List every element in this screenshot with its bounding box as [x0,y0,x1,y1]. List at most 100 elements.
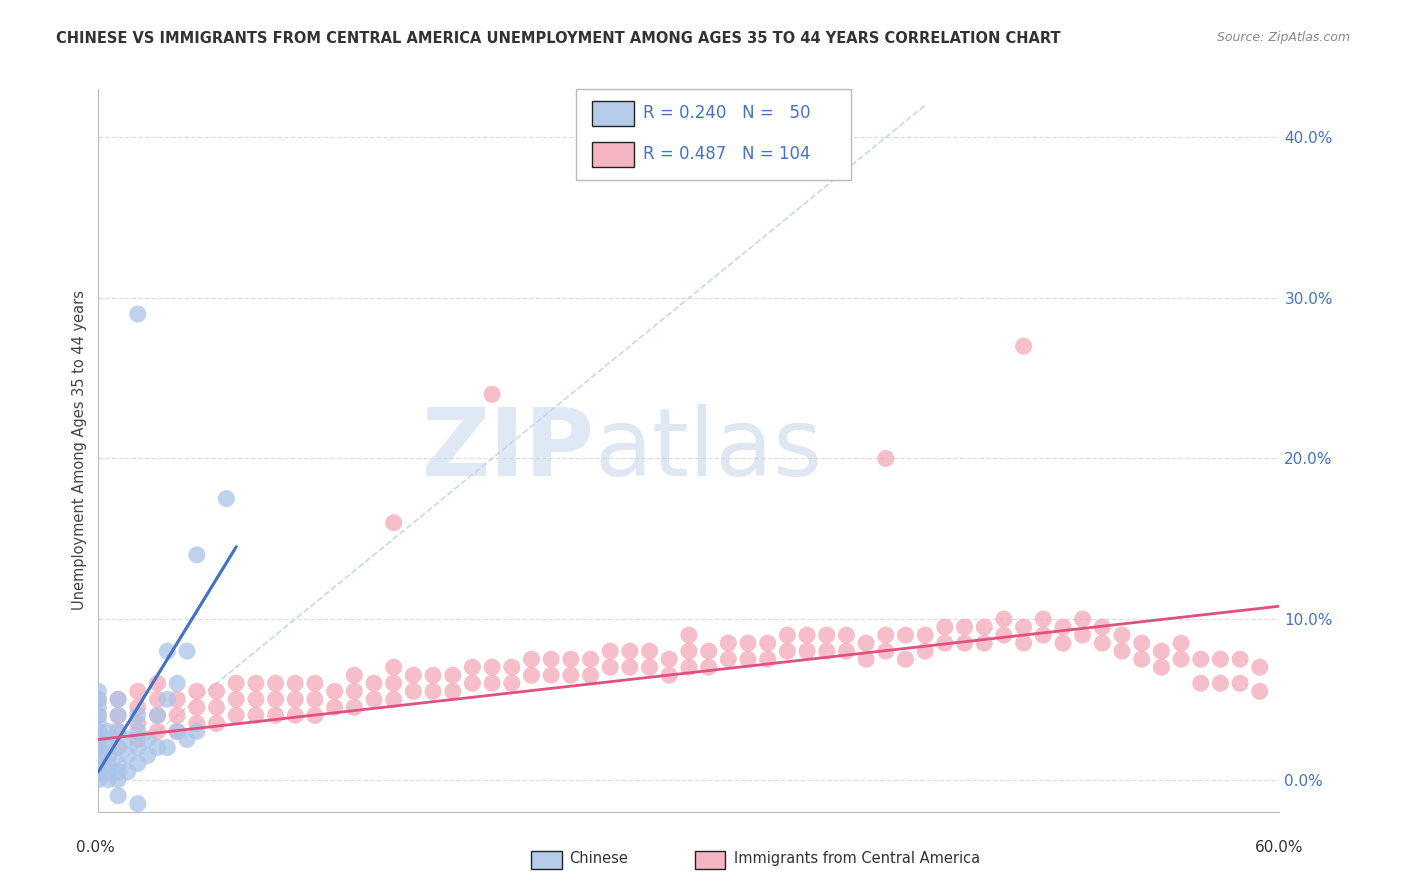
Point [186,700,208,714]
Point [127,724,149,739]
Point [127,740,149,755]
Text: CHINESE VS IMMIGRANTS FROM CENTRAL AMERICA UNEMPLOYMENT AMONG AGES 35 TO 44 YEAR: CHINESE VS IMMIGRANTS FROM CENTRAL AMERI… [56,31,1062,46]
Point [1091,636,1114,650]
Point [107,740,129,755]
Point [117,732,139,747]
Point [855,652,877,666]
Point [973,636,995,650]
Point [1249,660,1271,674]
Point [87,724,110,739]
Point [156,644,179,658]
Point [1170,636,1192,650]
Point [343,700,366,714]
Point [402,668,425,682]
Point [1209,676,1232,690]
Point [304,692,326,706]
Point [756,652,779,666]
Point [1052,620,1074,634]
Point [461,676,484,690]
Point [264,692,287,706]
Point [107,692,129,706]
Point [1012,620,1035,634]
Point [520,668,543,682]
Point [638,660,661,674]
Point [97,764,120,779]
Text: Immigrants from Central America: Immigrants from Central America [734,851,980,865]
Point [422,668,444,682]
Point [1189,652,1212,666]
Point [717,636,740,650]
Point [1071,612,1094,626]
Point [973,620,995,634]
Point [107,708,129,723]
Point [1150,644,1173,658]
Point [993,628,1015,642]
Point [215,491,238,506]
Point [166,724,188,739]
Point [127,732,149,747]
Point [87,692,110,706]
Point [638,644,661,658]
Point [993,612,1015,626]
Text: atlas: atlas [595,404,823,497]
Point [441,668,464,682]
Point [441,684,464,698]
Text: R = 0.487   N = 104: R = 0.487 N = 104 [643,145,810,163]
Point [697,644,720,658]
Point [737,652,759,666]
Point [186,724,208,739]
Point [1130,652,1153,666]
Text: Source: ZipAtlas.com: Source: ZipAtlas.com [1216,31,1350,45]
Point [225,692,247,706]
Point [264,708,287,723]
Point [619,644,641,658]
Point [186,684,208,698]
Point [658,652,681,666]
Point [87,708,110,723]
Point [579,668,602,682]
Point [107,692,129,706]
Point [540,652,562,666]
Point [894,628,917,642]
Point [205,684,228,698]
Point [127,307,149,321]
Point [1032,612,1054,626]
Point [97,724,120,739]
Point [156,692,179,706]
Point [382,660,405,674]
Point [1170,652,1192,666]
Point [97,732,120,747]
Point [737,636,759,650]
Point [875,644,897,658]
Point [97,772,120,787]
Point [363,676,385,690]
Point [1012,339,1035,353]
Point [245,692,267,706]
Point [363,692,385,706]
Point [1111,644,1133,658]
Point [87,708,110,723]
Point [87,764,110,779]
Text: 60.0%: 60.0% [1256,840,1303,855]
Point [1032,628,1054,642]
Point [107,708,129,723]
Point [1012,636,1035,650]
Point [619,660,641,674]
Point [560,668,582,682]
Point [875,451,897,466]
Point [402,684,425,698]
Point [658,668,681,682]
Text: R = 0.240   N =   50: R = 0.240 N = 50 [643,104,810,122]
Point [127,700,149,714]
Point [127,756,149,771]
Point [599,660,621,674]
Point [205,716,228,731]
Point [599,644,621,658]
Point [855,636,877,650]
Point [796,644,818,658]
Point [697,660,720,674]
Point [953,620,976,634]
Point [87,772,110,787]
Point [422,684,444,698]
Point [1249,684,1271,698]
